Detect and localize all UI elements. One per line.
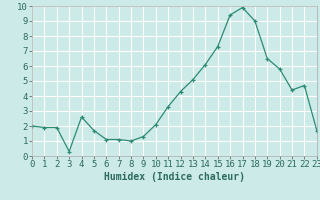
X-axis label: Humidex (Indice chaleur): Humidex (Indice chaleur): [104, 172, 245, 182]
